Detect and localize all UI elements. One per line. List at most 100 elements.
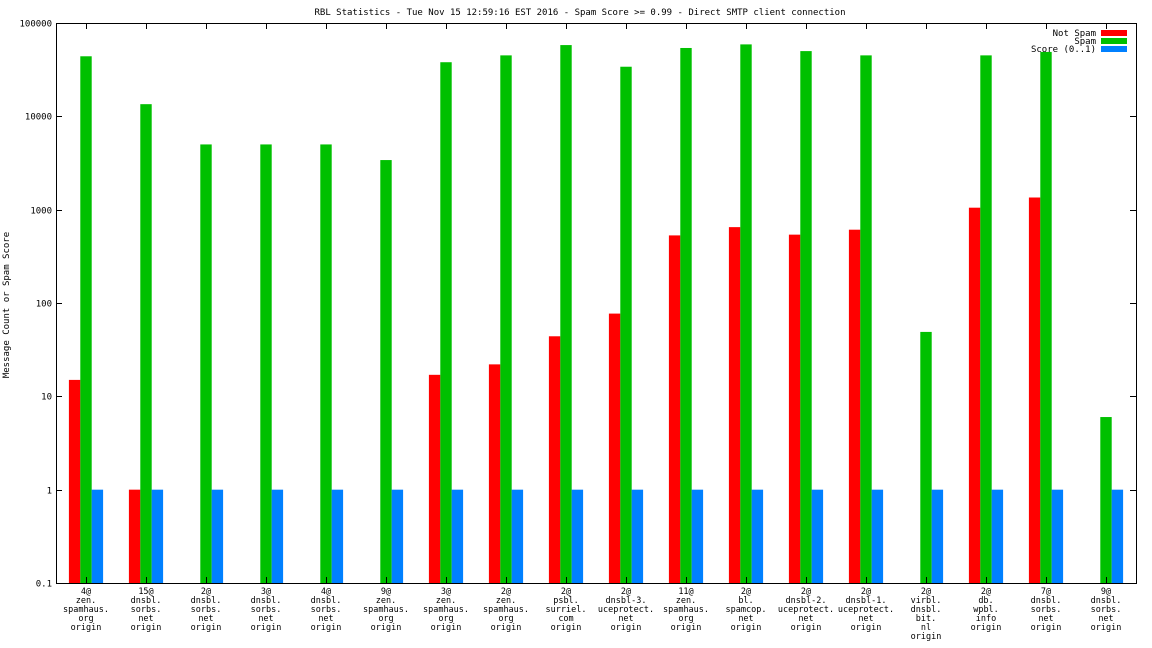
bar-spam	[800, 51, 812, 584]
bar-score-0-1	[91, 489, 104, 583]
category-label-line: origin	[551, 623, 582, 633]
category-label-line: net	[318, 614, 333, 624]
category-label-line: dnsbl.	[131, 596, 162, 606]
bar-not-spam	[128, 489, 141, 583]
category-label-line: spamhaus.	[63, 605, 109, 615]
category-label: 15@ dnsbl. sorbs. net origin	[131, 587, 162, 633]
bar-not-spam	[608, 313, 621, 583]
category-label-line: net	[798, 614, 813, 624]
category-label-line: 2@	[201, 587, 211, 597]
bar-score-0-1	[451, 489, 464, 583]
bar-score-0-1	[211, 489, 224, 583]
y-tick-label: 0.1	[36, 580, 52, 590]
bar-spam	[320, 144, 332, 583]
category-label-line: 3@	[441, 587, 451, 597]
bar-spam	[200, 144, 212, 583]
category-label-line: 9@	[1101, 587, 1111, 597]
category-label-line: dnsbl.	[1031, 596, 1062, 606]
bar-score-0-1	[391, 489, 404, 583]
category-label-line: net	[1038, 614, 1053, 624]
category-label-line: 11@	[678, 587, 693, 597]
category-label-line: origin	[671, 623, 702, 633]
category-label: 2@ dnsbl-2. uceprotect. net origin	[778, 587, 834, 633]
category-label-line: origin	[611, 623, 642, 633]
category-label-line: 3@	[261, 587, 271, 597]
y-tick-label: 10000	[25, 113, 52, 123]
category-label-line: dnsbl.	[191, 596, 222, 606]
category-label-line: origin	[791, 623, 822, 633]
category-label-line: net	[858, 614, 873, 624]
bar-score-0-1	[1051, 489, 1064, 583]
category-label-line: 2@	[561, 587, 571, 597]
category-label-line: net	[738, 614, 753, 624]
category-label-line: dnsbl.	[251, 596, 282, 606]
bar-score-0-1	[511, 489, 524, 583]
y-axis-label: Message Count or Spam Score	[2, 232, 12, 378]
bar-spam	[980, 55, 992, 584]
category-label-line: spamhaus.	[363, 605, 409, 615]
bar-not-spam	[548, 336, 561, 583]
category-label-line: dnsbl-2.	[786, 596, 827, 606]
category-label: 2@ db. wpbl. info origin	[971, 587, 1002, 633]
bar-score-0-1	[571, 489, 584, 583]
bar-not-spam	[848, 229, 861, 583]
category-label: 3@ dnsbl. sorbs. net origin	[251, 587, 282, 633]
bar-not-spam	[428, 374, 441, 583]
category-label-line: surriel.	[546, 605, 587, 615]
category-label: 2@ dnsbl-1. uceprotect. net origin	[838, 587, 894, 633]
category-label-line: org	[378, 614, 393, 624]
category-label-line: dnsbl.	[911, 605, 942, 615]
category-label-line: zen.	[376, 596, 396, 606]
category-label-line: uceprotect.	[778, 605, 834, 615]
bar-score-0-1	[631, 489, 644, 583]
category-label: 9@ zen. spamhaus. org origin	[363, 587, 409, 633]
category-label: 2@ bl. spamcop. net origin	[726, 587, 767, 633]
bar-score-0-1	[931, 489, 944, 583]
category-label-line: 15@	[138, 587, 153, 597]
category-label-line: sorbs.	[311, 605, 342, 615]
category-label-line: virbl.	[911, 596, 942, 606]
bar-not-spam	[788, 234, 801, 583]
bar-score-0-1	[871, 489, 884, 583]
category-label: 4@ dnsbl. sorbs. net origin	[311, 587, 342, 633]
legend-label: Score (0..1)	[1031, 45, 1096, 55]
bar-spam	[860, 55, 872, 584]
category-label-line: uceprotect.	[838, 605, 894, 615]
category-label-line: sorbs.	[1031, 605, 1062, 615]
category-label-line: origin	[71, 623, 102, 633]
category-label-line: 2@	[801, 587, 811, 597]
category-label-line: net	[618, 614, 633, 624]
bar-score-0-1	[991, 489, 1004, 583]
bar-score-0-1	[691, 489, 704, 583]
y-tick-label: 10	[41, 393, 52, 403]
category-label-line: 2@	[921, 587, 931, 597]
legend-swatch	[1101, 30, 1127, 36]
category-label-line: sorbs.	[131, 605, 162, 615]
bar-spam	[680, 47, 692, 584]
category-label-line: net	[138, 614, 153, 624]
category-label-line: zen.	[76, 596, 96, 606]
category-label-line: wpbl.	[973, 605, 999, 615]
category-label-line: spamhaus.	[423, 605, 469, 615]
category-label-line: psbl.	[553, 596, 579, 606]
category-label: 3@ zen. spamhaus. org origin	[423, 587, 469, 633]
bar-score-0-1	[751, 489, 764, 583]
category-label-line: 9@	[381, 587, 391, 597]
category-label-line: spamhaus.	[663, 605, 709, 615]
legend-swatch	[1101, 38, 1127, 44]
category-label: 4@ zen. spamhaus. org origin	[63, 587, 109, 633]
category-label-line: zen.	[676, 596, 696, 606]
legend-label: Spam	[1074, 37, 1096, 47]
category-label-line: bl.	[738, 596, 753, 606]
category-label: 2@ zen. spamhaus. org origin	[483, 587, 529, 633]
y-tick-label: 100	[36, 300, 52, 310]
category-label-line: origin	[971, 623, 1002, 633]
category-label-line: info	[976, 614, 996, 624]
bar-spam	[920, 331, 932, 583]
bar-not-spam	[968, 207, 981, 583]
category-label-line: com	[558, 614, 573, 624]
legend-label: Not Spam	[1053, 29, 1096, 39]
bar-not-spam	[68, 379, 81, 583]
category-label-line: origin	[731, 623, 762, 633]
